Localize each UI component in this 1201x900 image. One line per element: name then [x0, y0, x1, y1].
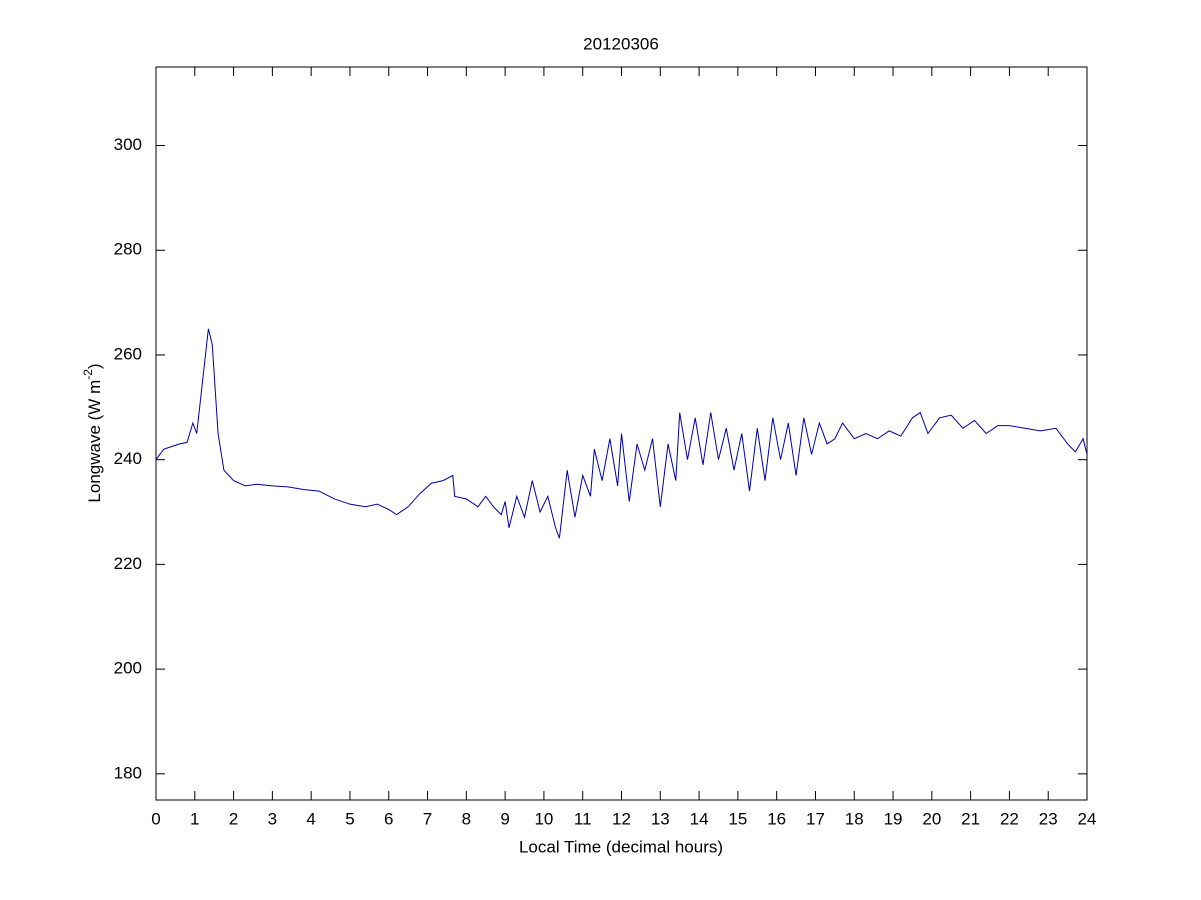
x-tick-label: 10	[534, 809, 553, 828]
x-tick-label: 20	[922, 809, 941, 828]
x-tick-label: 19	[884, 809, 903, 828]
x-tick-label: 6	[384, 809, 393, 828]
data-line	[155, 328, 1088, 539]
x-tick-label: 8	[462, 809, 471, 828]
y-tick-label: 180	[114, 763, 142, 782]
x-tick-label: 23	[1039, 809, 1058, 828]
y-tick-label: 200	[114, 659, 142, 678]
y-tick-label: 220	[114, 554, 142, 573]
x-tick-label: 4	[306, 809, 315, 828]
y-axis-label-end: )	[85, 363, 104, 369]
x-tick-label: 16	[767, 809, 786, 828]
x-tick-label: 12	[612, 809, 631, 828]
y-tick-label: 260	[114, 344, 142, 363]
chart-title: 20120306	[583, 34, 659, 53]
plot-frame	[155, 66, 1088, 801]
x-tick-label: 2	[229, 809, 238, 828]
x-tick-label: 13	[651, 809, 670, 828]
x-tick-label: 9	[500, 809, 509, 828]
y-tick-label: 280	[114, 240, 142, 259]
x-tick-label: 11	[574, 809, 592, 828]
y-axis-label-superscript: -2	[81, 369, 95, 380]
x-tick-label: 0	[151, 809, 160, 828]
x-axis-label: Local Time (decimal hours)	[519, 837, 723, 856]
x-tick-label: 14	[690, 809, 709, 828]
x-tick-label: 21	[961, 809, 980, 828]
y-tick-label: 240	[114, 449, 142, 468]
x-tick-label: 5	[345, 809, 354, 828]
y-axis-label-main: Longwave (W m	[85, 380, 104, 503]
x-tick-label: 15	[728, 809, 747, 828]
x-tick-label: 7	[423, 809, 432, 828]
x-tick-label: 17	[806, 809, 825, 828]
x-tick-label: 3	[268, 809, 277, 828]
y-axis-label: Longwave (W m-2)	[81, 363, 104, 502]
x-tick-label: 18	[845, 809, 864, 828]
x-tick-label: 24	[1078, 809, 1097, 828]
x-tick-label: 22	[1000, 809, 1019, 828]
y-tick-label: 300	[114, 135, 142, 154]
x-tick-label: 1	[190, 809, 199, 828]
